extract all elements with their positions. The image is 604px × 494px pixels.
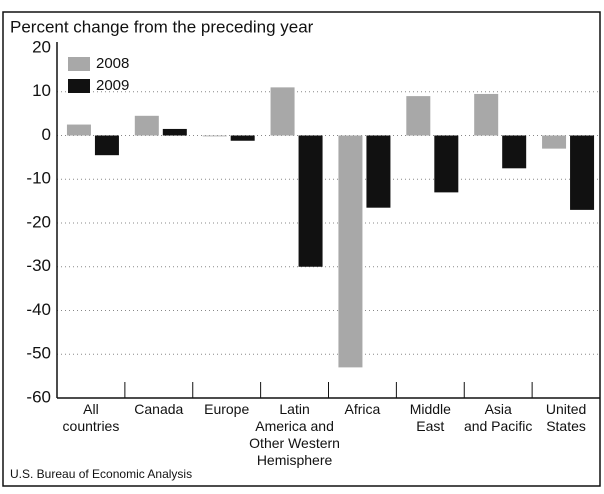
y-tick-label: -60 [26,387,51,406]
bar [542,135,567,149]
y-tick-label: -50 [26,344,51,363]
bar [162,128,187,136]
y-tick-label: 0 [42,125,51,144]
frame [2,11,601,487]
bar [502,135,527,169]
bar [202,135,227,137]
y-tick-label: -10 [26,169,51,188]
bar [434,135,459,193]
bar [298,135,323,267]
legend-label: 2009 [96,77,129,94]
y-tick-label: -40 [26,300,51,319]
bar [474,93,499,136]
bar [230,135,255,141]
x-tick-label: Middle East [410,401,451,434]
bar [338,135,363,368]
bar [134,115,159,136]
bar [366,135,391,208]
x-tick-label: Canada [134,401,183,417]
y-tick-label: 20 [32,37,51,56]
legend-swatch [68,79,90,93]
bar [570,135,595,210]
bar [406,96,431,136]
chart-title: Percent change from the preceding year [10,17,314,36]
x-tick-label: Asia and Pacific [464,401,532,434]
y-tick-label: -20 [26,212,51,231]
x-tick-label: Latin America and Other Western Hemisphere [249,401,340,468]
bar [66,124,91,136]
bar [94,135,119,156]
bar [270,87,295,136]
y-tick-label: 10 [32,81,51,100]
x-tick-label: Europe [204,401,249,417]
x-tick-label: Africa [345,401,381,417]
source: U.S. Bureau of Economic Analysis [10,467,192,481]
legend-label: 2008 [96,55,129,72]
x-tick-label: All countries [63,401,120,434]
x-tick-label: United States [546,401,586,434]
legend-swatch [68,57,90,71]
y-tick-label: -30 [26,256,51,275]
